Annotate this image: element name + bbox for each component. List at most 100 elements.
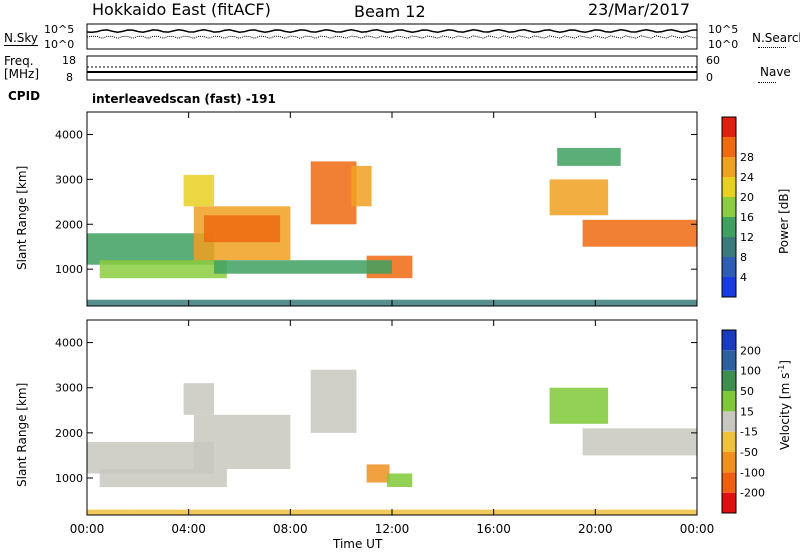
xtick-label-5: 20:00 [578,522,613,536]
power-colorbar-frame [721,116,737,298]
date-label: 23/Mar/2017 [588,0,691,19]
y-axis-label-velocity: Slant Range [km] [15,382,29,487]
velocity-colorbar-swatch-0 [722,492,736,513]
nsky-trace [86,29,698,33]
velocity-region-5 [366,464,390,483]
beam-label: Beam 12 [354,2,426,21]
power-colorbar-swatch-5 [722,177,736,197]
noise-tick-right-bottom: 10^0 [708,38,739,51]
power-colorbar-tick-1: 8 [740,251,747,264]
velocity-colorbar-swatch-4 [722,411,736,432]
velocity-region-4 [310,369,357,433]
velocity-region-6 [386,473,413,487]
chart-title: Hokkaido East (fitACF) [92,0,271,19]
power-colorbar-tick-4: 20 [740,191,754,204]
velocity-colorbar-swatch-7 [722,350,736,371]
power-colorbar-tick-3: 16 [740,211,754,224]
velocity-ytick-label-2: 3000 [55,382,83,395]
power-region-5 [310,161,357,225]
velocity-colorbar-tick-4: -15 [740,426,758,439]
velocity-colorbar-tick-2: 50 [740,385,754,398]
power-colorbar-swatch-2 [722,237,736,257]
colorbar-label-velocity: Velocity [m s-1] [777,360,792,450]
cpid-label: CPID [8,89,41,103]
velocity-region-3 [183,383,215,415]
xtick-label-6: 00:00 [680,522,715,536]
velocity-colorbar-swatch-2 [722,452,736,473]
power-ytick-label-3: 4000 [55,128,83,141]
power-region-9 [582,219,697,247]
velocity-region-7 [549,387,609,424]
power-colorbar-swatch-3 [722,217,736,237]
velocity-colorbar-swatch-5 [722,391,736,412]
power-region-3 [203,215,281,243]
power-colorbar-swatch-7 [722,137,736,157]
power-ytick-label-1: 2000 [55,218,83,231]
power-region-6 [351,165,372,207]
velocity-ytick-label-1: 2000 [55,427,83,440]
noise-tick-left-top: 10^5 [44,23,75,36]
power-colorbar-swatch-6 [722,157,736,177]
velocity-colorbar-frame [721,329,737,514]
noise-tick-right-top: 10^5 [708,23,739,36]
velocity-colorbar-tick-5: -50 [740,446,758,459]
velocity-colorbar-swatch-6 [722,370,736,391]
freq-unit-label: [MHz] [4,67,40,81]
power-region-4 [183,174,215,207]
nsearch-legend-line [758,47,786,48]
power-colorbar-tick-5: 24 [740,171,754,184]
velocity-region-8 [582,428,697,456]
velocity-ytick-label-0: 1000 [55,472,83,485]
velocity-region-0 [87,441,215,474]
power-colorbar-swatch-4 [722,197,736,217]
nave-legend-line [758,82,776,83]
xtick-label-2: 08:00 [273,522,308,536]
power-colorbar-tick-0: 4 [740,271,747,284]
colorbar-label-power: Power [dB] [777,188,791,254]
velocity-colorbar-swatch-8 [722,330,736,351]
y-axis-label-power: Slant Range [km] [15,165,29,270]
velocity-colorbar-swatch-1 [722,472,736,493]
freq-tick-bottom: 8 [66,71,73,84]
velocity-region-2 [193,414,291,469]
noise-panel-frame [86,23,698,50]
cpid-value: interleavedscan (fast) -191 [92,92,276,106]
power-colorbar-swatch-1 [722,257,736,277]
power-region-1 [99,260,227,279]
velocity-region-9 [87,509,133,515]
nsearch-trace [86,35,698,39]
xtick-label-4: 16:00 [476,522,511,536]
velocity-colorbar-tick-6: -100 [740,466,765,479]
power-ytick-label-2: 3000 [55,173,83,186]
power-region-10 [557,147,621,166]
power-colorbar-swatch-0 [722,277,736,297]
x-axis-label: Time UT [333,537,383,551]
noise-tick-left-bottom: 10^0 [44,38,75,51]
nave-tick-top: 60 [706,54,720,67]
freq-panel-frame [86,55,698,81]
velocity-region-10 [132,509,698,515]
nave-tick-bottom: 0 [706,71,713,84]
freq-label: Freq. [4,54,34,68]
nsky-label: N.Sky [4,31,39,46]
freq-tick-top: 18 [62,54,76,67]
velocity-colorbar-tick-1: 100 [740,365,761,378]
power-colorbar-tick-6: 28 [740,151,754,164]
velocity-ytick-label-3: 4000 [55,337,83,350]
velocity-colorbar-tick-7: -200 [740,487,765,500]
power-colorbar-tick-2: 12 [740,231,754,244]
velocity-colorbar-swatch-3 [722,431,736,452]
power-colorbar-swatch-8 [722,117,736,137]
velocity-region-1 [99,469,227,488]
velocity-colorbar-tick-0: 200 [740,344,761,357]
power-region-11 [214,260,392,274]
velocity-colorbar-tick-3: 15 [740,405,754,418]
xtick-label-3: 12:00 [375,522,410,536]
power-region-8 [549,179,609,216]
power-ytick-label-0: 1000 [55,263,83,276]
nsearch-label: N.Search [752,31,800,45]
power-region-0 [87,233,215,265]
nave-label: Nave [760,65,791,79]
xtick-label-0: 00:00 [70,522,105,536]
